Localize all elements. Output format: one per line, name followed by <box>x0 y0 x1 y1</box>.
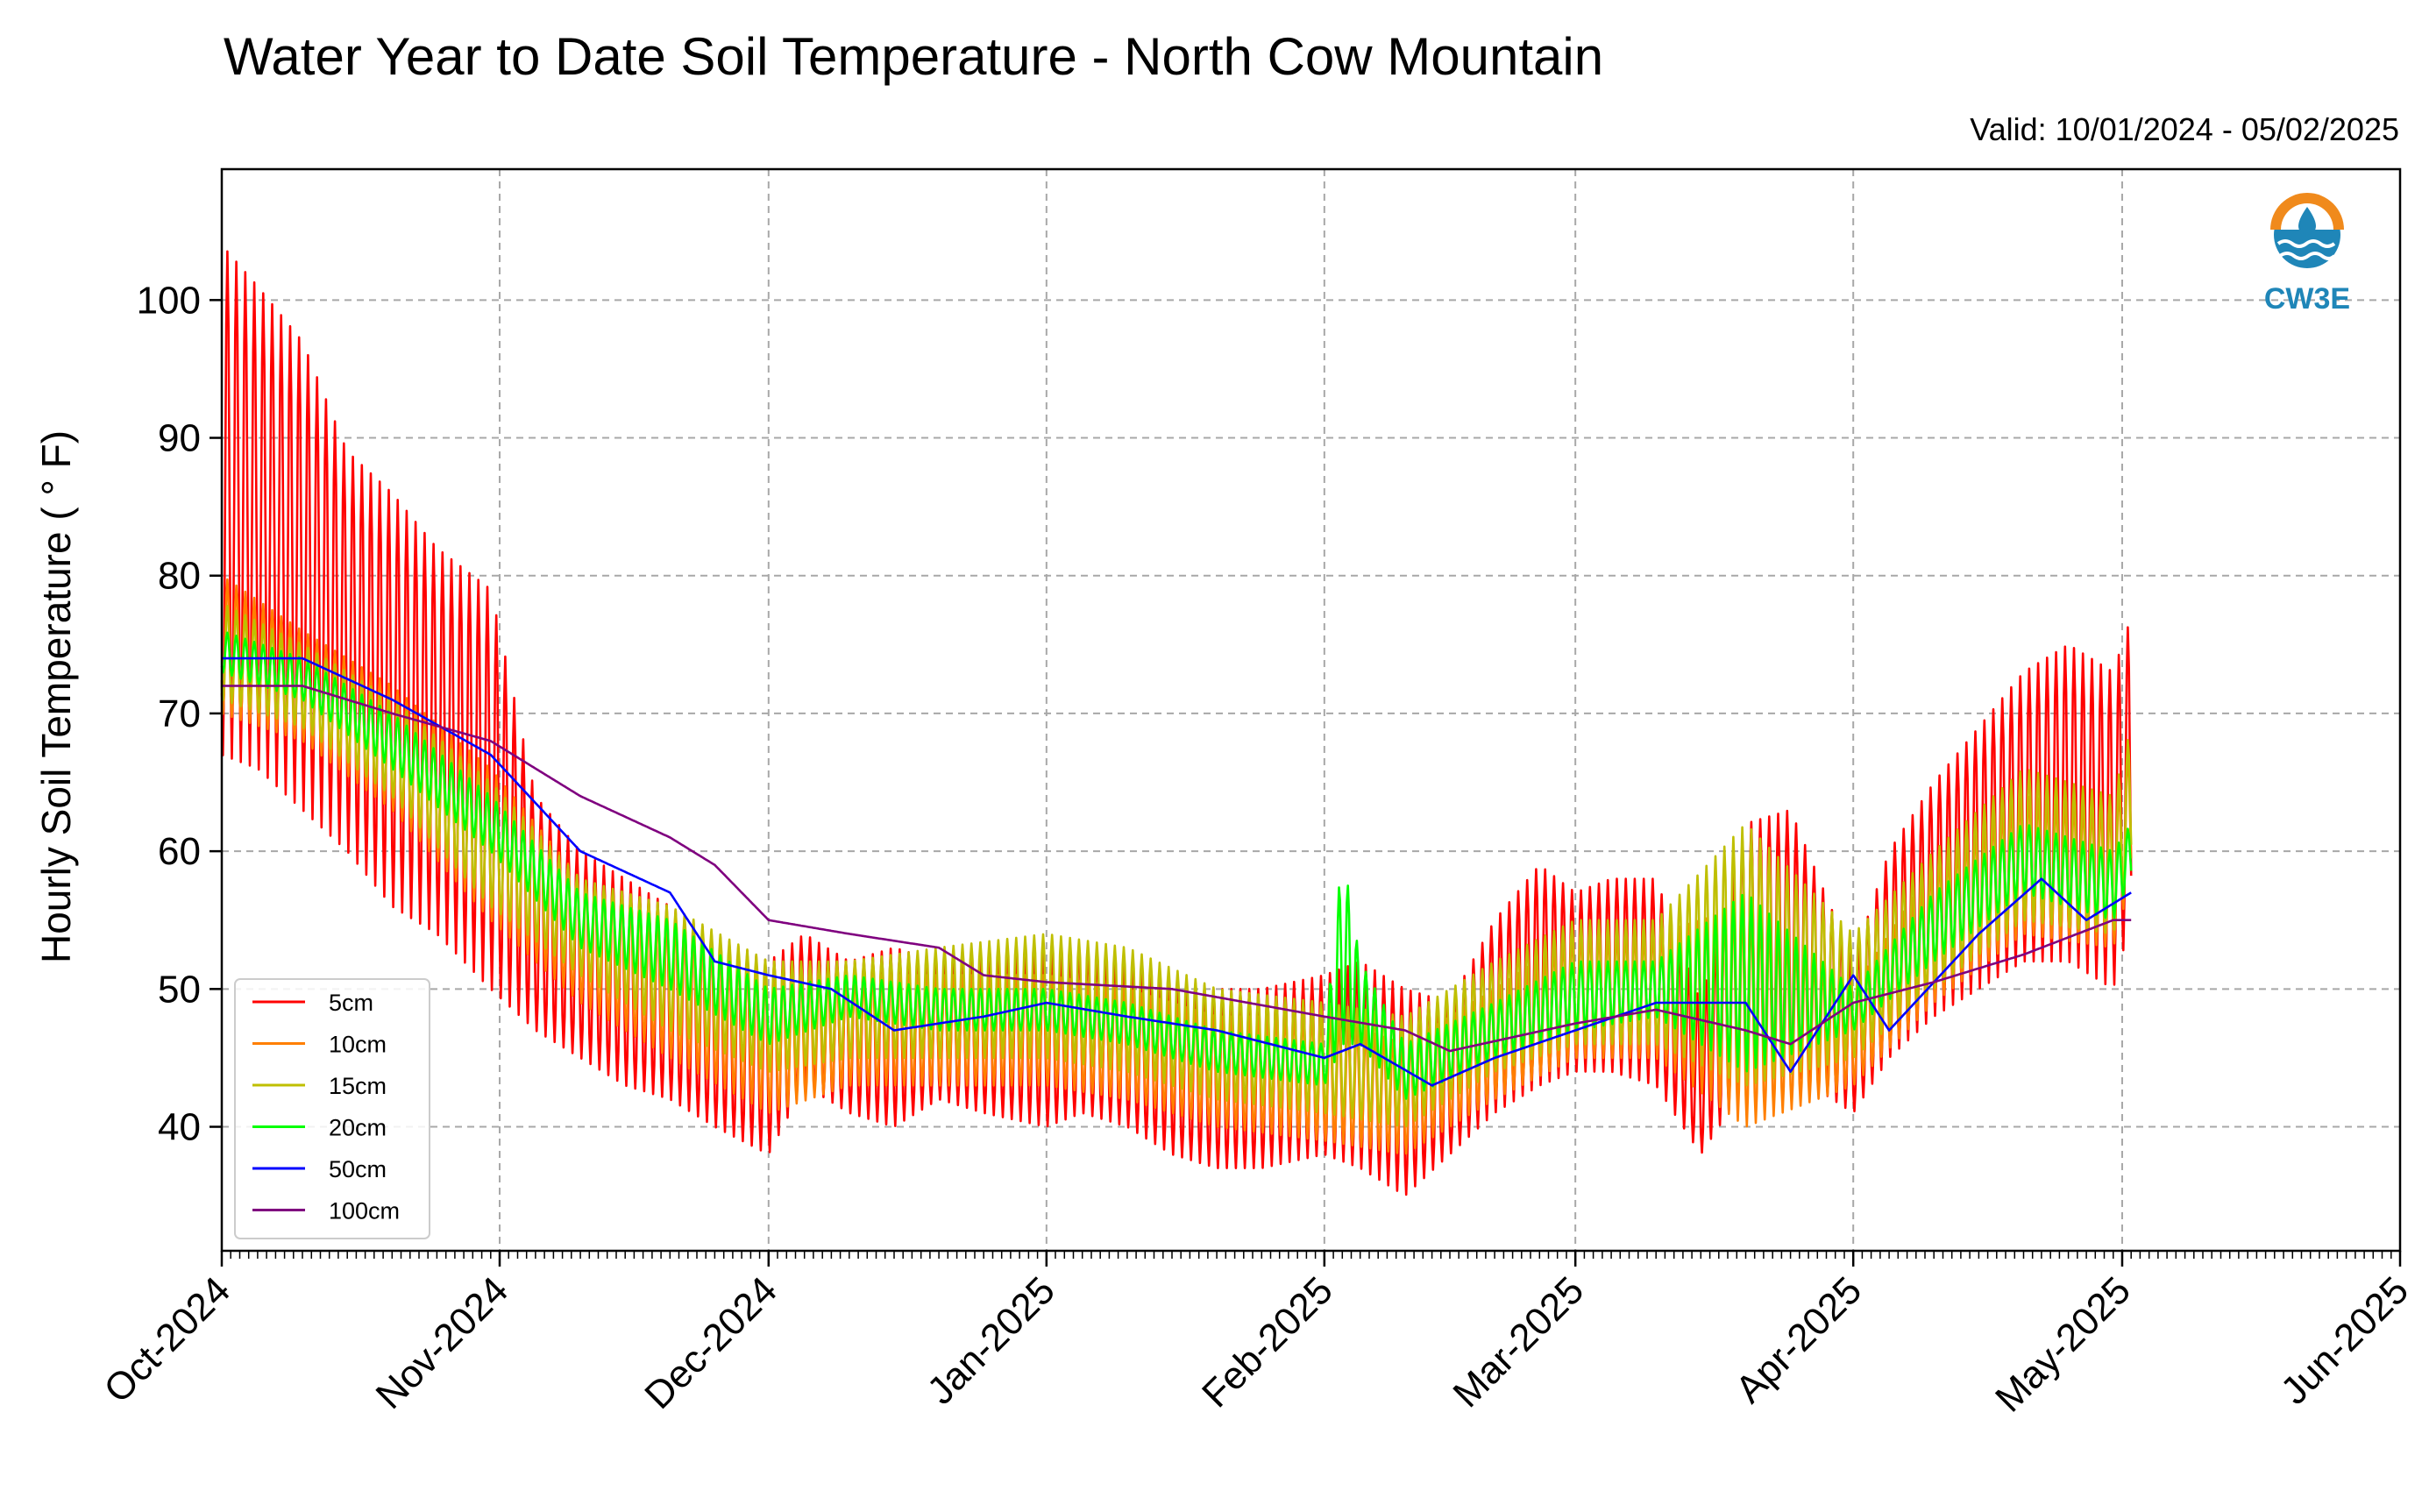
x-tick-label: Feb-2025 <box>1194 1268 1341 1416</box>
valid-date-range: Valid: 10/01/2024 - 05/02/2025 <box>1970 111 2399 147</box>
y-tick-label: 80 <box>158 555 201 598</box>
x-tick-label: Nov-2024 <box>368 1268 517 1417</box>
legend-label: 15cm <box>329 1073 387 1099</box>
plot-frame <box>220 167 2402 1253</box>
x-tick-label: May-2025 <box>1987 1268 2139 1420</box>
x-tick-label: Mar-2025 <box>1445 1268 1592 1416</box>
plot-area <box>220 250 2133 1196</box>
legend-label: 10cm <box>329 1032 387 1058</box>
y-tick-label: 40 <box>158 1106 201 1149</box>
y-axis-label: Hourly Soil Temperature ( ° F) <box>33 430 79 963</box>
legend-label: 100cm <box>329 1198 400 1225</box>
legend-label: 20cm <box>329 1115 387 1141</box>
legend: 5cm 10cm 15cm 20cm 50cm 100cm <box>234 978 430 1239</box>
y-tick-label: 90 <box>158 417 201 460</box>
legend-label: 50cm <box>329 1156 387 1182</box>
y-tick-label: 50 <box>158 968 201 1011</box>
x-tick-label: Apr-2025 <box>1728 1268 1871 1411</box>
y-tick-label: 100 <box>137 279 201 322</box>
x-tick-label: Dec-2024 <box>636 1268 785 1417</box>
y-tick-label: 60 <box>158 830 201 873</box>
x-tick-label: Jun-2025 <box>2273 1268 2417 1412</box>
series-line-20cm <box>220 631 2133 1100</box>
series-line-50cm <box>222 657 2132 1087</box>
x-tick-label: Oct-2024 <box>96 1268 238 1411</box>
cw3e-logo-icon <box>2269 193 2346 273</box>
x-tick-label: Jan-2025 <box>920 1268 1063 1412</box>
legend-label: 5cm <box>329 990 373 1016</box>
cw3e-logo: CW3E <box>2264 193 2350 316</box>
x-minor-ticks <box>221 1251 2401 1259</box>
series-line-100cm <box>222 685 2132 1053</box>
y-tick-label: 70 <box>158 692 201 735</box>
y-axis-ticks: 40 50 60 70 80 90 100 <box>137 279 222 1149</box>
x-minor-tick-marks <box>221 1251 2401 1259</box>
x-axis-ticks: Oct-2024 Nov-2024 Dec-2024 Jan-2025 Feb-2025… <box>96 1251 2417 1420</box>
chart-title: Water Year to Date Soil Temperature - No… <box>224 27 1603 86</box>
cw3e-logo-text: CW3E <box>2264 282 2350 316</box>
